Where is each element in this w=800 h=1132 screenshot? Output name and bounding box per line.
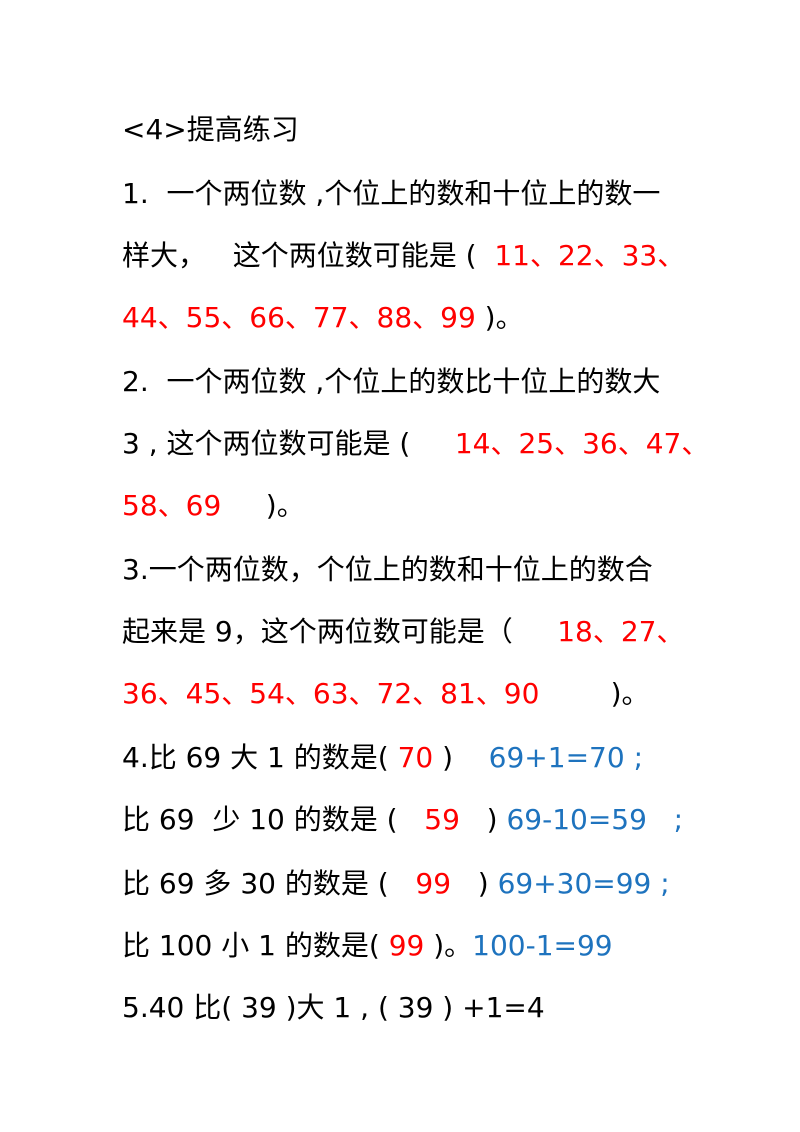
question-2-answer-part-2: 58、69 [122, 489, 222, 522]
question-4b-answer: 59 [424, 803, 460, 836]
question-2-line-1: 2. 一个两位数 ,个位上的数比十位上的数大 [122, 365, 661, 398]
question-1-text: 样大， 这个两位数可能是 ( [122, 239, 495, 272]
question-1-line-1: 1. 一个两位数 ,个位上的数和十位上的数一 [122, 177, 661, 210]
question-4b-text: 比 69 少 10 的数是 ( [122, 803, 425, 836]
question-4a-text: 4.比 69 大 1 的数是( [122, 741, 398, 774]
question-4c-text: 比 69 多 30 的数是 ( [122, 867, 416, 900]
question-4d-answer: 99 [388, 929, 425, 962]
question-2-text: 3 , 这个两位数可能是 ( [122, 427, 455, 460]
question-4d-closing: )。 [424, 929, 473, 962]
question-2-line-3: 58、69 )。 [122, 488, 305, 524]
question-3-line-1: 3.一个两位数，个位上的数和十位上的数合 [122, 553, 653, 586]
question-2-line-2: 3 , 这个两位数可能是 ( 14、25、36、47、 [122, 426, 709, 462]
question-3-closing: )。 [539, 677, 650, 710]
question-4b-formula: 69-10=59 ; [506, 803, 684, 836]
question-4c-answer: 99 [415, 867, 452, 900]
question-2-answer-part-1: 14、25、36、47、 [454, 427, 710, 460]
question-4a: 4.比 69 大 1 的数是( 70 ) 69+1=70 ; [122, 740, 643, 776]
question-4b-closing: ) [459, 803, 507, 836]
question-3-line-3: 36、45、54、63、72、81、90 )。 [122, 676, 650, 712]
question-3-answer-part-2: 36、45、54、63、72、81、90 [122, 677, 540, 710]
question-3-answer-part-1: 18、27、 [557, 615, 685, 648]
question-1-answer-part-1: 11、22、33、 [494, 239, 686, 272]
question-2-closing: )。 [221, 489, 305, 522]
question-1-answer-part-2: 44、55、66、77、88、99 [122, 301, 476, 334]
question-1-line-2: 样大， 这个两位数可能是 ( 11、22、33、 [122, 238, 685, 274]
question-1-closing: )。 [475, 301, 524, 334]
question-4a-answer: 70 [397, 741, 434, 774]
question-4c-formula: 69+30=99 ; [497, 867, 670, 900]
question-3-line-2: 起来是 9，这个两位数可能是（ 18、27、 [122, 614, 684, 650]
question-4c-closing: ) [451, 867, 498, 900]
question-3-text: 起来是 9，这个两位数可能是（ [122, 615, 558, 648]
question-1-line-3: 44、55、66、77、88、99 )。 [122, 300, 524, 336]
question-4a-closing: ) [433, 741, 489, 774]
question-4c: 比 69 多 30 的数是 ( 99 ) 69+30=99 ; [122, 866, 670, 902]
question-4b: 比 69 少 10 的数是 ( 59 ) 69-10=59 ; [122, 802, 683, 838]
question-4a-formula: 69+1=70 ; [488, 741, 643, 774]
question-4d: 比 100 小 1 的数是( 99 )。100-1=99 [122, 928, 613, 964]
question-4d-text: 比 100 小 1 的数是( [122, 929, 389, 962]
question-5: 5.40 比( 39 )大 1 , ( 39 ) +1=4 [122, 991, 545, 1024]
section-heading: <4>提高练习 [122, 113, 299, 146]
question-4d-formula: 100-1=99 [472, 929, 613, 962]
